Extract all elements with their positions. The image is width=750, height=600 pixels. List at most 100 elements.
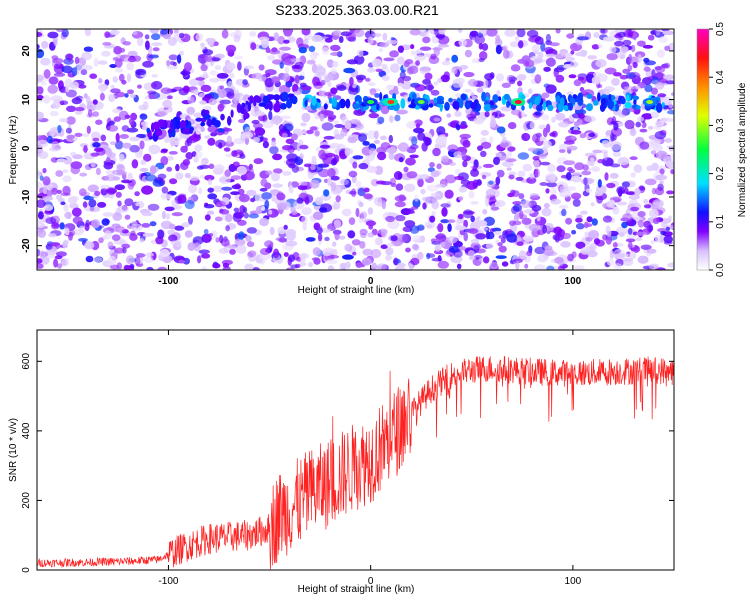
heatmap-cell [112,108,122,114]
heatmap-cell [127,89,134,95]
heatmap-cell [167,37,177,46]
heatmap-cell [376,263,387,270]
heatmap-cell [335,195,341,203]
heatmap-cell [647,125,654,130]
heatmap-cell [132,31,138,36]
heatmap-ridge-cell [170,119,174,129]
heatmap-cell [234,89,239,94]
heatmap-cell [580,50,587,57]
heatmap-cell [84,29,92,37]
heatmap-cell [426,252,431,260]
heatmap-cell [184,230,193,238]
heatmap-cell [516,241,524,246]
heatmap-cell [621,181,631,188]
heatmap-cell [476,220,488,227]
heatmap-cell [657,93,667,98]
heatmap-cell [147,54,159,59]
heatmap-cell [139,238,144,243]
heatmap-cell [476,87,484,93]
heatmap-cell [575,241,586,249]
heatmap-cell [643,57,650,63]
heatmap-cell [494,200,506,208]
heatmap-cell [305,237,316,242]
heatmap-cell [326,59,335,68]
heatmap-cell [640,244,652,250]
heatmap-cell [507,146,516,152]
heatmap-cell [279,46,291,51]
heatmap-cell [621,110,628,115]
heatmap-ridge-cell [481,91,487,102]
heatmap-cell [149,165,157,175]
heatmap-cell [665,160,674,169]
heatmap-cell [56,158,67,163]
heatmap-cell [537,254,548,263]
heatmap-cell [99,92,105,101]
heatmap-cell [50,157,59,163]
heatmap-cell [309,179,320,189]
heatmap-cell [637,255,649,264]
heatmap-cell [635,237,643,242]
chart-title: S233.2025.363.03.00.R21 [275,2,439,18]
heatmap-cell [223,147,231,152]
heatmap-cell [495,255,507,259]
heatmap-cell [184,62,192,72]
heatmap-cell [367,36,374,45]
heatmap-cell [126,127,139,133]
x-tick-label: 100 [565,276,582,287]
heatmap-cell [51,187,58,195]
heatmap-cell [615,253,625,260]
heatmap-cell [422,202,427,210]
heatmap-cell [375,180,386,185]
heatmap-cell [273,32,280,42]
heatmap-cell [398,194,406,202]
heatmap-cell [500,106,513,112]
heatmap-cell [282,171,292,176]
heatmap-cell [625,191,636,196]
heatmap-cell [204,135,211,140]
heatmap-cell [60,201,66,206]
heatmap-cell [485,197,490,207]
heatmap-cell [577,113,585,119]
heatmap-ridge-cell [354,95,362,104]
heatmap-ridge-cell [542,101,547,111]
heatmap-cell [107,255,117,266]
heatmap-cell [441,207,448,217]
heatmap-cell [652,217,660,225]
heatmap-cell [298,75,305,81]
heatmap-cell [219,85,225,90]
heatmap-cell [410,44,415,50]
heatmap-cell [140,159,147,166]
heatmap-cell [509,41,519,48]
heatmap-cell [82,133,90,137]
heatmap-cell [37,258,43,264]
heatmap-cell [199,100,207,105]
heatmap-cell [164,109,173,113]
heatmap-cell [193,242,201,252]
heatmap-cell [175,172,184,180]
heatmap-cell [169,178,178,185]
heatmap-cell [136,37,144,47]
heatmap-cell [644,178,657,186]
heatmap-cell [348,85,359,96]
heatmap-cell [549,173,556,183]
heatmap-cell [526,176,537,184]
heatmap-cell [663,235,673,244]
heatmap-cell [543,248,555,257]
heatmap-cell [659,180,664,185]
heatmap-cell [642,44,654,49]
heatmap-ridge-cell [201,109,207,118]
heatmap-ridge-cell [464,102,472,109]
heatmap-cell [516,29,526,38]
heatmap-cell [429,162,435,168]
heatmap-cell [424,136,431,147]
heatmap-cell [92,142,101,148]
heatmap-cell [117,200,122,207]
heatmap-cell [379,42,389,48]
heatmap-cell [218,89,227,99]
heatmap-cell [461,150,467,161]
heatmap-cell [485,242,494,250]
y-tick-label: -20 [21,238,32,253]
heatmap-cell [130,94,136,99]
heatmap-cell [397,82,404,87]
